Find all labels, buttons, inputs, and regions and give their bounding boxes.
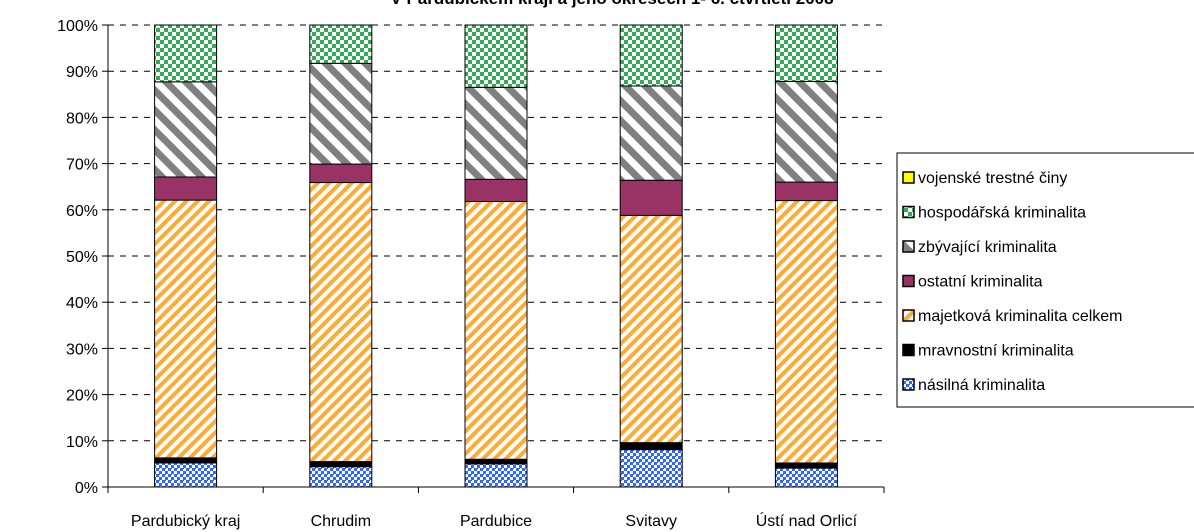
bar-segment <box>309 466 373 488</box>
legend-item: násilná kriminalita <box>902 377 1045 394</box>
bar-segment <box>309 461 373 468</box>
bar-stack <box>464 24 528 488</box>
legend-item: zbývající kriminalita <box>902 239 1057 256</box>
bars <box>154 24 838 488</box>
bar-stack <box>619 24 683 488</box>
bar-segment <box>309 163 373 184</box>
bar-segment <box>774 200 838 464</box>
bar-segment <box>619 442 683 451</box>
bar-segment <box>619 214 683 444</box>
legend-label: hospodářská kriminalita <box>918 205 1086 222</box>
x-tick-label: Ústí nad Orlicí <box>756 511 858 530</box>
legend-label: ostatní kriminalita <box>918 274 1043 291</box>
y-tick-label: 50% <box>66 249 98 266</box>
legend-label: zbývající kriminalita <box>918 239 1057 256</box>
bar-segment <box>309 24 373 64</box>
y-tick-label: 70% <box>66 157 98 174</box>
legend-label: vojenské trestné činy <box>918 170 1067 187</box>
bar-stack <box>774 24 838 488</box>
x-axis: Pardubický kraj Chrudim Pardubice Svitavy Ús… <box>107 486 885 530</box>
legend-swatch <box>902 171 915 184</box>
y-tick-label: 0% <box>75 480 98 497</box>
bar-segment <box>774 24 838 82</box>
bar-segment <box>464 458 528 465</box>
y-tick-label: 100% <box>57 18 98 35</box>
legend-label: násilná kriminalita <box>918 377 1045 394</box>
bar-stack <box>309 24 373 488</box>
bar-segment <box>154 199 218 459</box>
x-tick-label: Pardubický kraj <box>131 513 240 530</box>
bar-segment <box>619 179 683 216</box>
legend-item: vojenské trestné činy <box>902 170 1067 187</box>
bar-segment <box>309 182 373 463</box>
y-tick-label: 80% <box>66 110 98 127</box>
bar-segment <box>619 85 683 181</box>
bar-segment <box>464 24 528 88</box>
legend: vojenské trestné činy hospodářská krimina… <box>896 152 1194 408</box>
bar-segment <box>619 449 683 488</box>
bar-segment <box>774 467 838 488</box>
y-tick-label: 30% <box>66 341 98 358</box>
x-tick-label: Pardubice <box>460 513 532 530</box>
bar-segment <box>154 457 218 464</box>
bar-segment <box>154 24 218 83</box>
x-tick-label: Svitavy <box>625 513 677 530</box>
bar-segment <box>309 62 373 165</box>
bar-segment <box>464 463 528 488</box>
legend-swatch <box>902 205 915 219</box>
legend-label: majetková kriminalita celkem <box>918 308 1123 325</box>
legend-label: mravnostní kriminalita <box>918 343 1074 360</box>
legend-swatch <box>902 240 915 253</box>
y-tick-label: 40% <box>66 295 98 312</box>
legend-item: hospodářská kriminalita <box>902 205 1086 222</box>
bar-segment <box>619 24 683 87</box>
legend-swatch <box>902 309 915 322</box>
legend-swatch <box>902 274 915 288</box>
legend-box <box>896 152 1194 408</box>
bar-segment <box>154 462 218 488</box>
x-tick-label: Chrudim <box>311 513 371 530</box>
y-tick-label: 20% <box>66 388 98 405</box>
legend-item: majetková kriminalita celkem <box>902 308 1123 325</box>
bar-segment <box>154 81 218 178</box>
bar-segment <box>464 86 528 180</box>
y-tick-label: 60% <box>66 203 98 220</box>
chart-title: V Pardubickém kraji a jeho okresech 1- 6… <box>390 0 833 8</box>
legend-item: ostatní kriminalita <box>902 274 1043 291</box>
bar-segment <box>464 178 528 202</box>
legend-swatch <box>902 343 915 357</box>
y-tick-label: 90% <box>66 64 98 81</box>
bar-segment <box>154 176 218 201</box>
bar-segment <box>774 462 838 469</box>
bar-segment <box>774 80 838 183</box>
bar-segment <box>774 181 838 202</box>
bar-stack <box>154 24 218 488</box>
y-axis: 0% 10% 20% 30% 40% 50% 60% 70% 80% 90% 100% <box>57 18 109 497</box>
legend-swatch <box>902 378 915 391</box>
bar-segment <box>464 200 528 460</box>
legend-item: mravnostní kriminalita <box>902 343 1074 360</box>
y-tick-label: 10% <box>66 434 98 451</box>
